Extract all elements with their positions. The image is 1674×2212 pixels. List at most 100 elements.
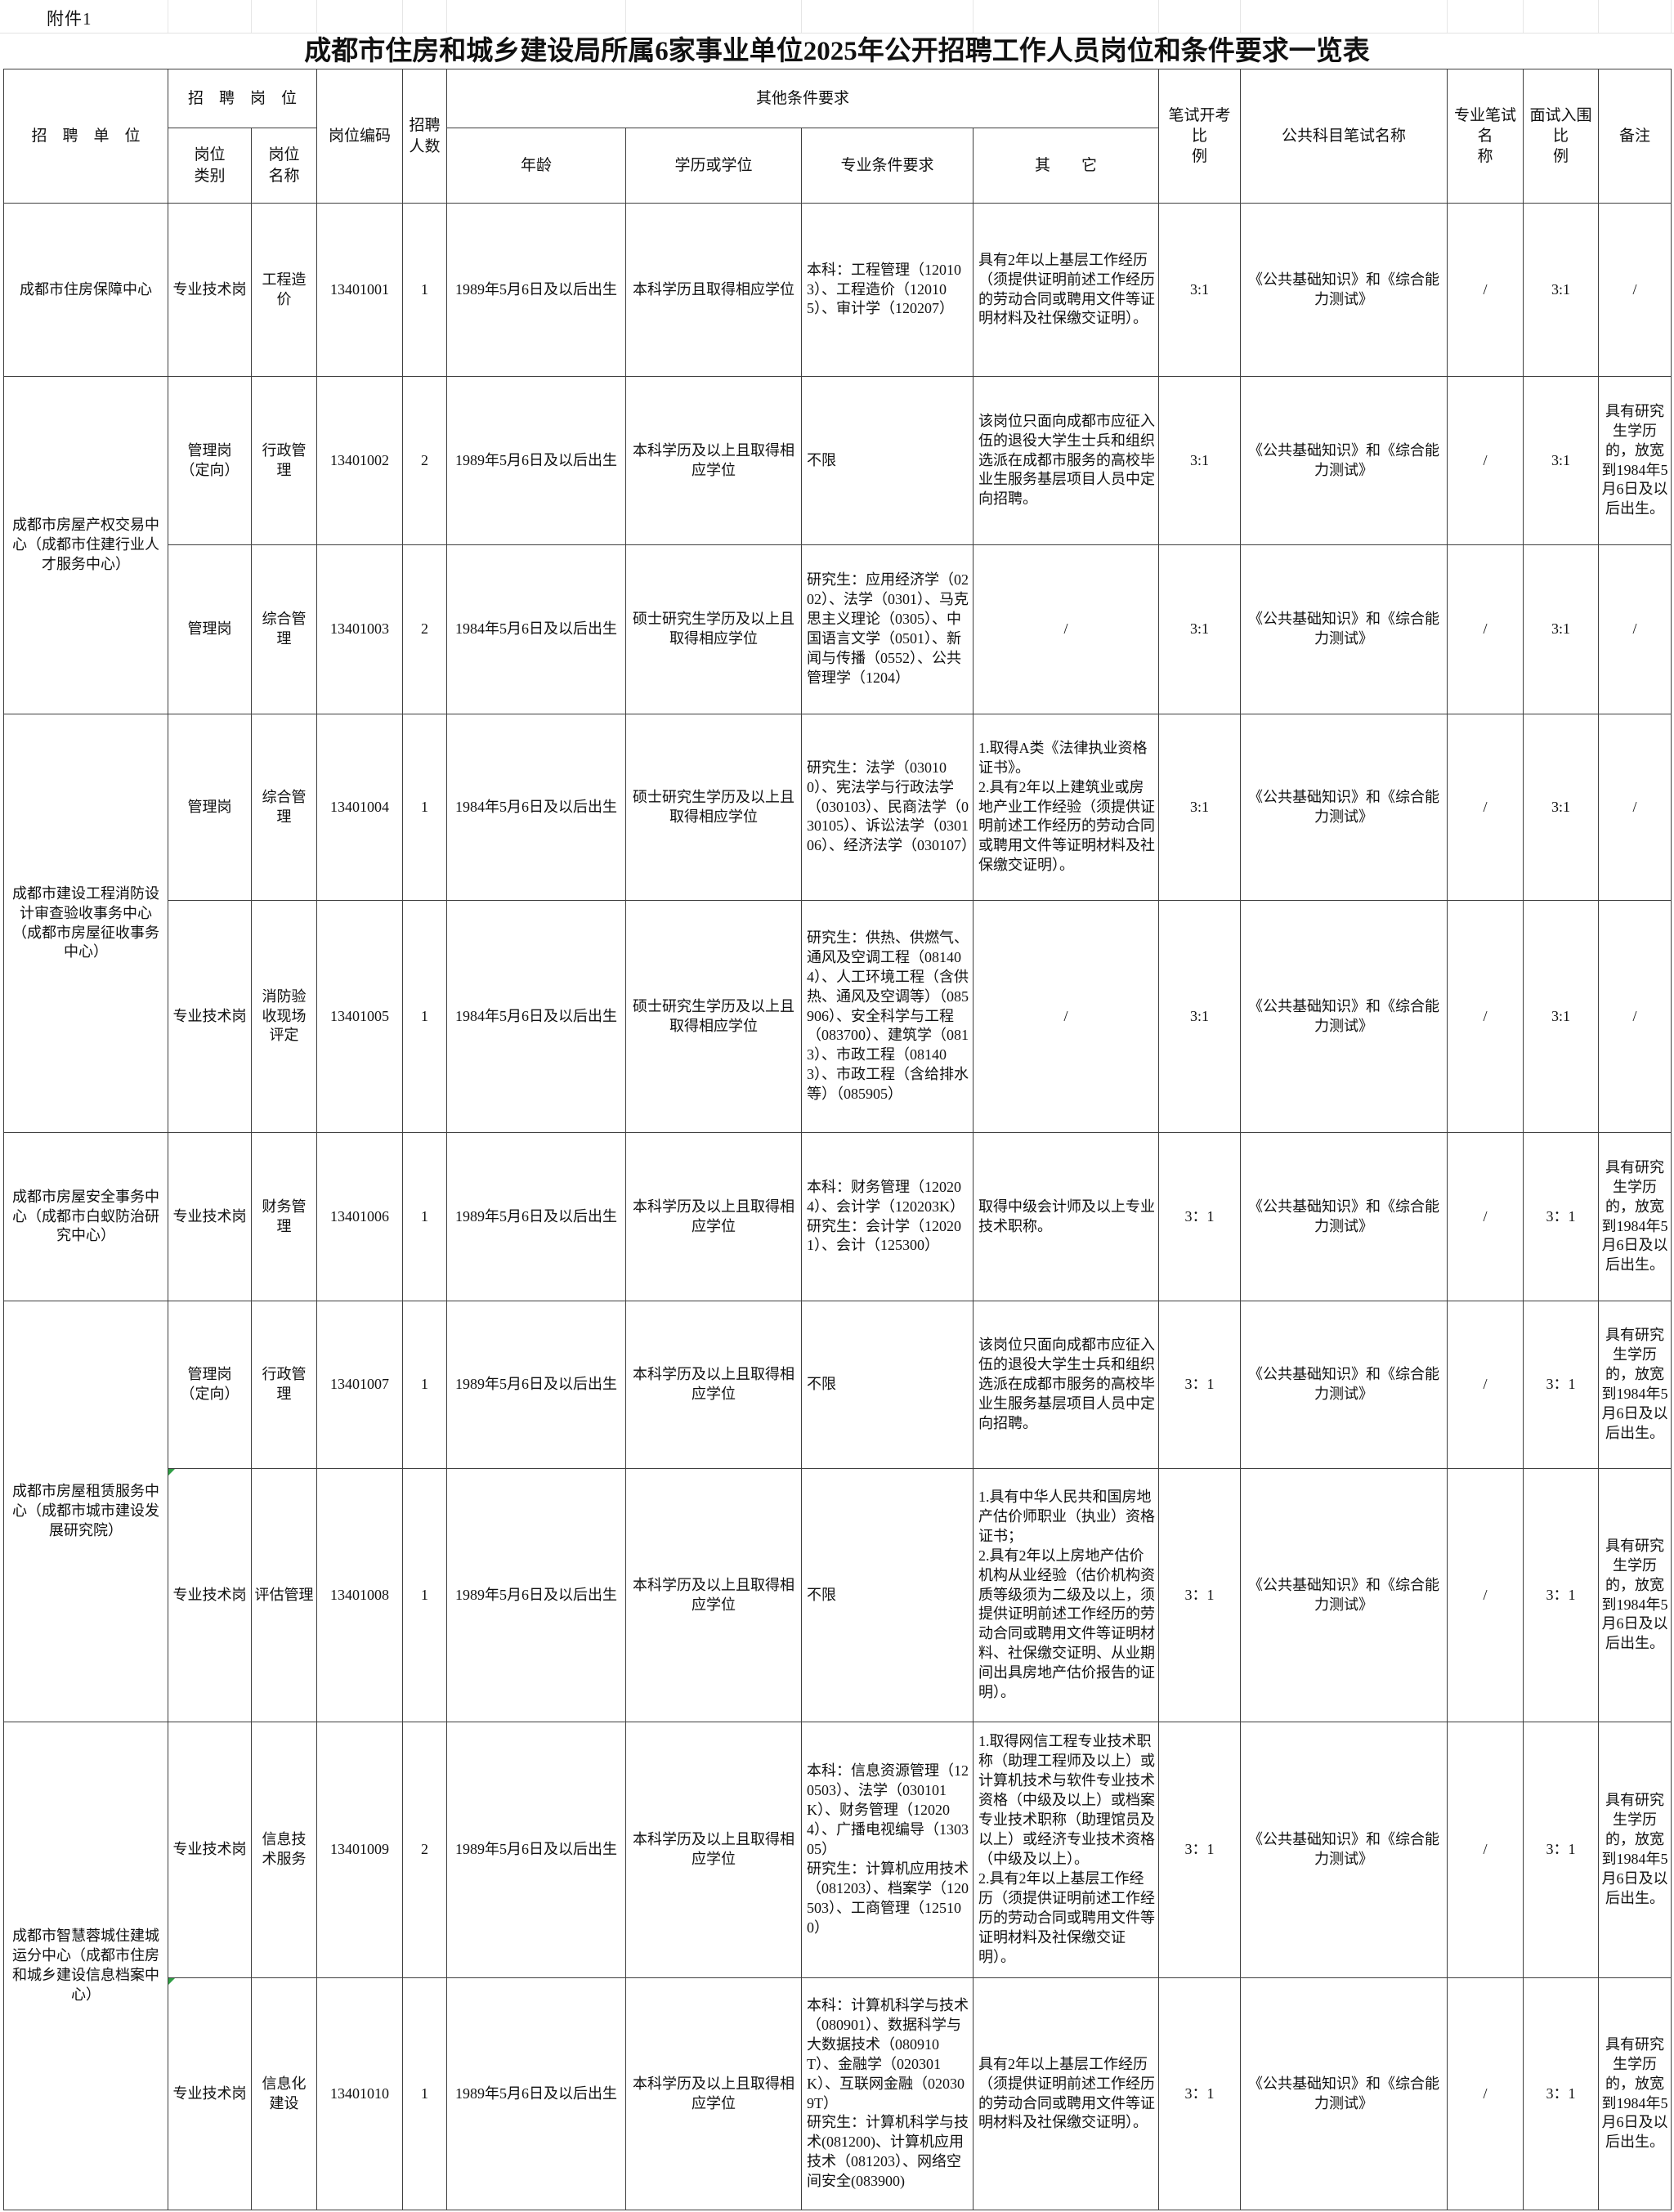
cell-headcount: 1 [402,1132,448,1301]
cell-age: 1989年5月6日及以后出生 [446,376,627,545]
cell-other-requirement: 具有2年以上基层工作经历（须提供证明前述工作经历的劳动合同或聘用文件等证明材料及… [973,203,1160,377]
cell-education: 本科学历且取得相应学位 [625,203,803,377]
cell-professional-exam: / [1447,714,1524,901]
cell-education: 本科学历及以上且取得相应学位 [625,1132,803,1301]
cell-post-type: 专业技术岗 [168,1722,252,1978]
cell-headcount: 2 [402,376,448,545]
recruitment-table: 招 聘 单 位 招 聘 岗 位 岗位编码 招聘 人数 其他条件要求 笔试开考比 … [3,69,1672,2210]
cell-post-name: 评估管理 [250,1468,318,1722]
cell-post-name: 信息技 术服务 [250,1722,318,1978]
cell-post-type: 专业技术岗 [168,900,252,1133]
cell-post-type: 专业技术岗 [168,1977,252,2210]
table-row: 专业技术岗 信息化 建设 13401010 1 1989年5月6日及以后出生 本科学历及以… [4,1977,1672,2210]
cell-professional-exam: / [1447,376,1524,545]
cell-public-subject: 《公共基础知识》和《综合能力测试》 [1240,900,1448,1133]
cell-headcount: 1 [402,1468,448,1722]
cell-post-name: 综合管 理 [250,544,318,714]
gridline [1598,0,1599,33]
table-row: 专业技术岗 消防验 收现场 评定 13401005 1 1984年5月6日及以后出生 硕士… [4,900,1672,1133]
cell-headcount: 2 [402,544,448,714]
cell-post-code: 13401001 [316,203,404,377]
cell-other-requirement: 1.具有中华人民共和国房地产估价师职业（执业）资格证书； 2.具有2年以上房地产… [973,1468,1160,1722]
cell-education: 硕士研究生学历及以上且取得相应学位 [625,900,803,1133]
cell-post-name: 工程造 价 [250,203,318,377]
cell-post-type: 管理岗 [168,714,252,901]
cell-interview-ratio: 3：1 [1523,1722,1600,1978]
cell-major-requirement: 研究生：法学（030100）、宪法学与行政法学（030103）、民商法学（030… [801,714,974,901]
cell-professional-exam: / [1447,1301,1524,1469]
cell-headcount: 1 [402,203,448,377]
gridline [1158,0,1159,33]
cell-other-requirement: 取得中级会计师及以上专业技术职称。 [973,1132,1160,1301]
header-post-type: 岗位 类别 [168,128,252,204]
cell-education: 硕士研究生学历及以上且取得相应学位 [625,714,803,901]
header-age: 年龄 [446,128,627,204]
cell-professional-exam: / [1447,1468,1524,1722]
cell-major-requirement: 不限 [801,1301,974,1469]
cell-remark: / [1598,544,1672,714]
cell-public-subject: 《公共基础知识》和《综合能力测试》 [1240,1301,1448,1469]
cell-major-requirement: 本科：计算机科学与技术（080901）、数据科学与大数据技术（080910T）、… [801,1977,974,2210]
cell-post-type: 管理岗 （定向） [168,1301,252,1469]
cell-written-exam-ratio: 3：1 [1158,1722,1242,1978]
header-interview-ratio: 面试入围比 例 [1523,69,1600,204]
cell-professional-exam: / [1447,1132,1524,1301]
table-row: 成都市房屋租赁服务中心（成都市城市建设发展研究院） 管理岗 （定向） 行政管 理 13… [3,1301,1672,1722]
cell-major-requirement: 不限 [801,376,974,545]
cell-interview-ratio: 3:1 [1523,900,1600,1133]
cell-post-code: 13401010 [316,1977,404,2210]
cell-recruiting-unit: 成都市住房保障中心 [3,203,168,377]
cell-recruiting-unit: 成都市房屋安全事务中心（成都市白蚁防治研究中心） [3,1132,168,1301]
cell-public-subject: 《公共基础知识》和《综合能力测试》 [1240,1468,1448,1722]
cell-other-requirement: 1.取得网信工程专业技术职称（助理工程师及以上）或计算机技术与软件专业技术资格（… [973,1722,1160,1978]
gridline [251,0,252,33]
cell-post-type: 管理岗 （定向） [168,376,252,545]
cell-professional-exam: / [1447,1722,1524,1978]
cell-other-requirement: 1.取得A类《法律执业资格证书》。 2.具有2年以上建筑业或房地产业工作经验（须… [973,714,1160,901]
cell-post-type: 专业技术岗 [168,1468,252,1722]
table-row: 成都市建设工程消防设计审查验收事务中心（成都市房屋征收事务中心） 管理岗 综合管 理… [3,714,1672,1133]
cell-public-subject: 《公共基础知识》和《综合能力测试》 [1240,1977,1448,2210]
cell-headcount: 1 [402,714,448,901]
cell-age: 1989年5月6日及以后出生 [446,1977,627,2210]
cell-remark: 具有研究生学历的，放宽到1984年5月6日及以后出生。 [1598,1301,1672,1469]
cell-age: 1989年5月6日及以后出生 [446,1722,627,1978]
cell-post-code: 13401004 [316,714,404,901]
cell-major-requirement: 研究生：应用经济学（0202）、法学（0301）、马克思主义理论（0305）、中… [801,544,974,714]
cell-written-exam-ratio: 3:1 [1158,376,1242,545]
cell-interview-ratio: 3:1 [1523,376,1600,545]
cell-post-code: 13401008 [316,1468,404,1722]
cell-interview-ratio: 3：1 [1523,1301,1600,1469]
cell-other-requirement: 该岗位只面向成都市应征入伍的退役大学生士兵和组织选派在成都市服务的高校毕业生服务… [973,1301,1160,1469]
gridline [1523,0,1524,33]
gridline [316,0,317,33]
gridline [625,0,626,33]
header-recruiting-unit: 招 聘 单 位 [3,69,168,204]
cell-post-name: 行政管 理 [250,1301,318,1469]
gridline [446,0,447,33]
table-row: 成都市房屋安全事务中心（成都市白蚁防治研究中心） 专业技术岗 财务管 理 134010… [3,1132,1672,1301]
cell-education: 本科学历及以上且取得相应学位 [625,1722,803,1978]
cell-post-code: 13401002 [316,376,404,545]
cell-professional-exam: / [1447,203,1524,377]
header-public-subject: 公共科目笔试名称 [1240,69,1448,204]
cell-public-subject: 《公共基础知识》和《综合能力测试》 [1240,714,1448,901]
cell-interview-ratio: 3：1 [1523,1468,1600,1722]
cell-age: 1984年5月6日及以后出生 [446,900,627,1133]
gridline [402,0,403,33]
cell-education: 本科学历及以上且取得相应学位 [625,1468,803,1722]
cell-post-type: 管理岗 [168,544,252,714]
cell-written-exam-ratio: 3：1 [1158,1468,1242,1722]
cell-post-name: 信息化 建设 [250,1977,318,2210]
cell-major-requirement: 本科：财务管理（120204）、会计学（120203K） 研究生：会计学（120… [801,1132,974,1301]
cell-written-exam-ratio: 3：1 [1158,1977,1242,2210]
header-written-exam-ratio: 笔试开考比 例 [1158,69,1242,204]
cell-written-exam-ratio: 3:1 [1158,544,1242,714]
title-row: 成都市住房和城乡建设局所属6家事业单位2025年公开招聘工作人员岗位和条件要求一… [0,34,1674,69]
cell-interview-ratio: 3：1 [1523,1977,1600,2210]
cell-headcount: 1 [402,1977,448,2210]
cell-remark: 具有研究生学历的，放宽到1984年5月6日及以后出生。 [1598,376,1672,545]
cell-remark: 具有研究生学历的，放宽到1984年5月6日及以后出生。 [1598,1468,1672,1722]
cell-remark: / [1598,714,1672,901]
